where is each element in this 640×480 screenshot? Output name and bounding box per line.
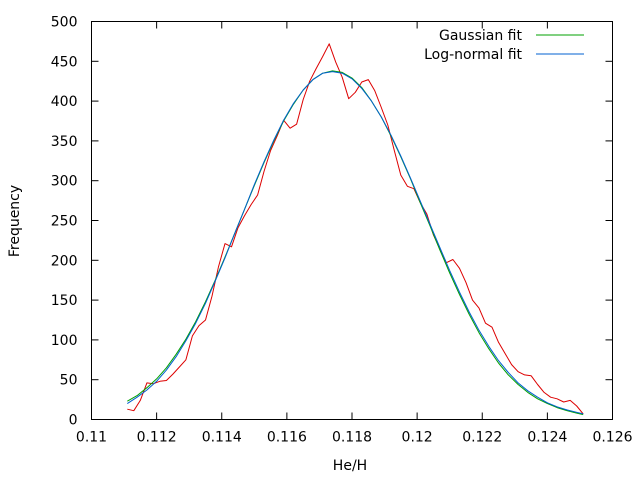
x-tick-label: 0.12	[402, 430, 433, 446]
x-tick-label: 0.126	[592, 430, 632, 446]
series-line-log-normal-fit	[127, 71, 584, 415]
legend-label: Gaussian fit	[439, 28, 522, 44]
y-axis-label: Frequency	[7, 185, 23, 257]
y-tick-label: 400	[51, 94, 78, 110]
x-tick-label: 0.114	[202, 430, 242, 446]
x-axis-ticks: 0.11 0.112 0.114 0.116 0.118 0.12 0.122 0.124 0.…	[76, 21, 633, 446]
x-tick-label: 0.124	[527, 430, 567, 446]
x-axis-label: He/H	[333, 458, 367, 474]
y-tick-label: 150	[51, 293, 78, 309]
y-tick-label: 50	[60, 373, 78, 389]
y-axis-ticks: 0 50 100 150 200 250 300 350 400 450 500	[51, 15, 613, 429]
y-tick-label: 0	[69, 413, 78, 429]
y-tick-label: 300	[51, 174, 78, 190]
legend-label: Log-normal fit	[424, 47, 522, 63]
y-tick-label: 350	[51, 134, 78, 150]
legend: Gaussian fit Log-normal fit	[424, 28, 584, 63]
x-tick-label: 0.116	[267, 430, 307, 446]
x-tick-label: 0.118	[332, 430, 372, 446]
y-tick-label: 500	[51, 15, 78, 31]
y-tick-label: 200	[51, 253, 78, 269]
x-tick-label: 0.122	[462, 430, 502, 446]
x-tick-label: 0.112	[137, 430, 177, 446]
y-tick-label: 450	[51, 54, 78, 70]
series-layer	[127, 43, 584, 416]
plot-area: 0.11 0.112 0.114 0.116 0.118 0.12 0.122 0.124 0.…	[51, 15, 633, 446]
series-line-gaussian-fit	[127, 70, 584, 416]
y-tick-label: 250	[51, 214, 78, 230]
x-tick-label: 0.11	[76, 430, 107, 446]
series-line-data	[127, 43, 584, 415]
y-tick-label: 100	[51, 333, 78, 349]
